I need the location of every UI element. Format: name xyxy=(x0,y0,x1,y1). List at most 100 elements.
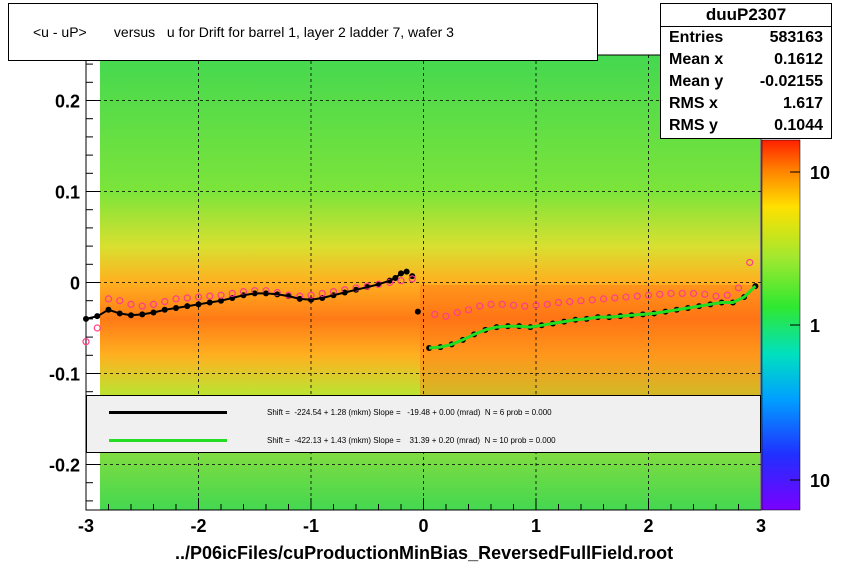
data-point-pink xyxy=(217,291,225,299)
y-tick-label: -0.2 xyxy=(49,456,80,476)
chart-title: <u - uP> versus u for Drift for barrel 1… xyxy=(8,3,598,61)
fit-legend: Shift = -224.54 + 1.28 (mkm) Slope = -19… xyxy=(86,395,761,453)
fit-legend-line-green xyxy=(109,438,227,442)
data-point-pink xyxy=(228,289,236,298)
data-point-pink xyxy=(352,284,360,292)
stats-row: Entries 583163 xyxy=(661,27,831,49)
heatmap-central-band xyxy=(420,285,760,395)
stats-row: RMS y 0.1044 xyxy=(661,115,831,137)
data-point-pink xyxy=(476,302,484,310)
data-point-pink xyxy=(464,306,473,314)
x-axis-title: ../P06icFiles/cuProductionMinBias_Revers… xyxy=(175,543,674,563)
stats-name: duuP2307 xyxy=(661,4,831,27)
data-point-pink xyxy=(127,300,135,308)
x-tick-label: -2 xyxy=(190,516,206,536)
fit-lines xyxy=(85,270,757,350)
data-point-pink xyxy=(712,292,720,300)
data-point-pink xyxy=(554,298,563,307)
data-point-pink xyxy=(644,291,653,299)
data-point-pink xyxy=(194,293,203,301)
data-point-pink xyxy=(678,289,686,298)
data-point-pink xyxy=(104,295,113,303)
series-pink-profile xyxy=(82,258,754,346)
data-point-pink xyxy=(611,294,619,302)
data-point-pink xyxy=(318,289,326,298)
stats-label: RMS x xyxy=(669,95,718,112)
data-point-pink xyxy=(82,338,90,346)
data-point-pink xyxy=(566,298,574,306)
data-point-pink xyxy=(149,300,158,308)
data-point-pink xyxy=(599,295,608,303)
data-point-pink xyxy=(633,292,641,300)
fit-curve-green xyxy=(428,285,757,350)
colorbar-ticks: 10 1 10 xyxy=(790,163,830,491)
stats-label: Entries xyxy=(669,29,724,46)
chart-title-text: <u - uP> versus u for Drift for barrel 1… xyxy=(33,24,454,40)
data-point-pink xyxy=(622,293,630,301)
colorbar-tick-label: 10 xyxy=(810,163,830,183)
data-point-pink xyxy=(161,298,169,306)
data-point-pink xyxy=(487,300,495,308)
data-point-pink xyxy=(723,291,731,299)
data-point-pink xyxy=(577,297,585,305)
stats-label: Mean y xyxy=(669,73,724,90)
x-tick-label: 1 xyxy=(531,516,541,536)
data-point-pink xyxy=(588,296,596,304)
data-point-pink xyxy=(273,288,281,297)
stats-value: 583163 xyxy=(769,29,823,46)
data-point-pink xyxy=(746,258,754,267)
fit-legend-line-black xyxy=(109,410,227,414)
stats-value: 1.617 xyxy=(782,95,823,112)
data-point-pink xyxy=(453,308,461,317)
stats-row: Mean y -0.02155 xyxy=(661,71,831,93)
data-point-pink xyxy=(116,297,124,305)
data-point-pink xyxy=(172,295,180,303)
fit-legend-row-black: Shift = -224.54 + 1.28 (mkm) Slope = -19… xyxy=(87,402,760,422)
colorbar-tick-label: 10 xyxy=(810,471,830,491)
stats-box: duuP2307 Entries 583163 Mean x 0.1612 Mean y… xyxy=(660,3,832,139)
y-tick-label: 0 xyxy=(70,274,80,294)
data-point-pink xyxy=(138,302,146,310)
stats-value: -0.02155 xyxy=(759,73,823,90)
x-tick-label: 2 xyxy=(643,516,653,536)
stats-value: 0.1612 xyxy=(774,51,823,68)
fit-legend-row-green: Shift = -422.13 + 1.43 (mkm) Slope = 31.… xyxy=(87,430,760,450)
stats-rows: Entries 583163 Mean x 0.1612 Mean y -0.02155 R… xyxy=(661,27,831,137)
data-point-pink xyxy=(408,275,416,283)
data-point-pink xyxy=(734,284,743,292)
data-point-pink xyxy=(397,277,405,285)
data-point-pink xyxy=(442,312,450,320)
data-point-pink xyxy=(521,302,529,310)
data-point-pink xyxy=(307,291,315,299)
y-tick-label: -0.1 xyxy=(49,365,80,385)
fit-legend-text-green: Shift = -422.13 + 1.43 (mkm) Slope = 31.… xyxy=(267,435,556,445)
data-point-pink xyxy=(183,294,191,302)
y-tick-label: 0.1 xyxy=(55,183,80,203)
data-point-pink xyxy=(656,290,664,298)
data-point-pink xyxy=(667,289,675,298)
fit-legend-text-black: Shift = -224.54 + 1.28 (mkm) Slope = -19… xyxy=(267,407,552,417)
data-point-pink xyxy=(431,310,439,318)
colorbar-tick-label: 1 xyxy=(810,316,820,336)
stats-label: RMS y xyxy=(669,117,718,134)
x-tick-label: -1 xyxy=(303,516,319,536)
y-tick-label: 0.2 xyxy=(55,92,80,112)
data-point-pink xyxy=(93,324,101,332)
data-point-pink xyxy=(532,301,540,309)
axes: -3 -2 -1 0 1 2 3 0.2 0.1 0 -0.1 -0.2 xyxy=(49,54,766,536)
data-point-pink xyxy=(543,300,551,308)
stats-value: 0.1044 xyxy=(774,117,823,134)
data-point-pink xyxy=(498,300,506,308)
data-point-pink xyxy=(509,301,518,309)
data-point-black xyxy=(414,308,421,315)
data-point-pink xyxy=(701,290,709,298)
x-tick-label: 3 xyxy=(756,516,766,536)
data-point-pink xyxy=(206,292,214,300)
stats-label: Mean x xyxy=(669,51,724,68)
x-tick-label: -3 xyxy=(78,516,94,536)
fit-curve-black xyxy=(85,270,407,320)
stats-row: RMS x 1.617 xyxy=(661,93,831,115)
x-tick-label: 0 xyxy=(418,516,428,536)
stats-row: Mean x 0.1612 xyxy=(661,49,831,71)
data-point-pink xyxy=(689,289,698,298)
